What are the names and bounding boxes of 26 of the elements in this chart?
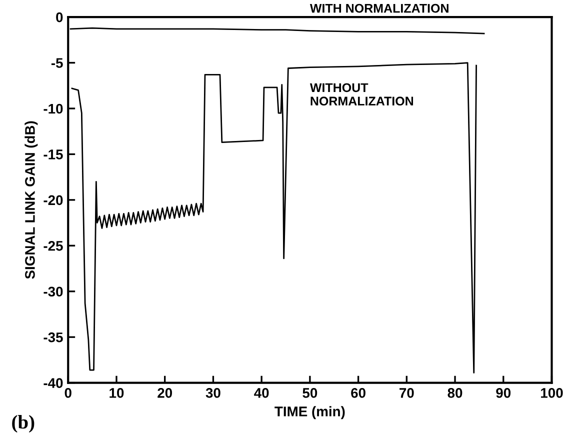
- x-tick-label: 90: [496, 388, 511, 398]
- x-tick-label: 20: [158, 388, 172, 398]
- y-tick-label: -5: [51, 58, 63, 68]
- y-tick-label: -15: [44, 150, 63, 160]
- y-tick-label: -30: [44, 286, 63, 297]
- x-tick-label: 60: [351, 388, 366, 398]
- text: WITH NORMALIZATION: [310, 4, 448, 13]
- x-tick-label: 10: [110, 388, 124, 398]
- y-tick-label: -40: [44, 378, 63, 388]
- annotation: WITHOUT NORMALIZATION: [310, 83, 414, 106]
- text: (b): [12, 414, 34, 433]
- y-tick-label: -10: [44, 104, 63, 114]
- line-series: [71, 62, 477, 374]
- x-tick-label: 40: [254, 388, 269, 398]
- y-tick-label: -35: [44, 332, 63, 342]
- y-tick-label: 0: [56, 12, 63, 22]
- x-tick-label: 70: [400, 388, 414, 398]
- x-axis-title: TIME (min): [274, 406, 345, 420]
- y-axis-title: SIGNAL LINK GAIN (dB): [24, 121, 38, 279]
- y-tick-label: -20: [44, 195, 63, 206]
- x-tick-label: 0: [64, 388, 72, 398]
- y-tick-label: -25: [44, 240, 63, 251]
- x-tick-label: 30: [206, 388, 220, 398]
- x-tick-label: 50: [302, 388, 318, 398]
- x-tick-label: 100: [541, 388, 563, 398]
- x-tick-label: 80: [448, 388, 462, 398]
